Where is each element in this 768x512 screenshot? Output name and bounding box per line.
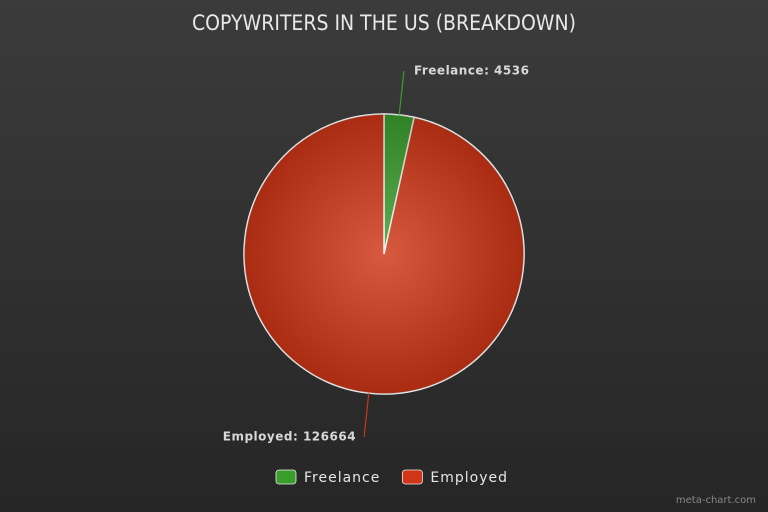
- data-label: Freelance: 4536: [414, 64, 530, 78]
- leader-line: [363, 393, 370, 437]
- legend-swatch: [275, 469, 297, 485]
- legend-label: Employed: [430, 470, 508, 486]
- data-label: Employed: 126664: [223, 429, 356, 443]
- leader-line: [398, 71, 405, 115]
- legend-swatch: [401, 469, 423, 485]
- watermark: meta-chart.com: [676, 495, 756, 506]
- legend-label: Freelance: [304, 470, 380, 486]
- pie-slice: [243, 113, 525, 395]
- chart-title: COPYWRITERS IN THE US (BREAKDOWN): [192, 11, 576, 35]
